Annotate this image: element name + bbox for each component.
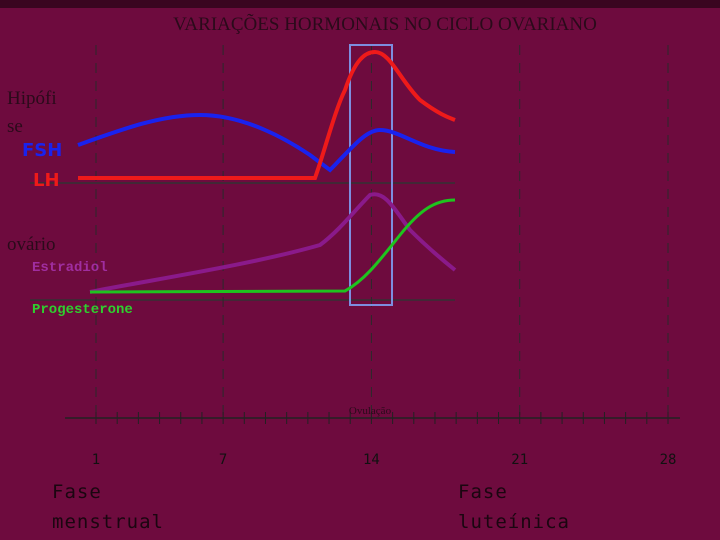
x-tick-label: 1 <box>92 452 100 468</box>
progesterone-curve <box>89 198 456 294</box>
x-tick-label: 28 <box>660 452 677 468</box>
x-tick-label: 7 <box>219 452 227 468</box>
ovary-label: ovário <box>7 234 56 255</box>
pituitary-label: se <box>7 116 23 137</box>
fsh-label: FSH <box>22 140 62 161</box>
lh-curve <box>78 49 456 180</box>
estradiol-curve <box>89 192 457 294</box>
pituitary-label: Hipófi <box>7 88 57 109</box>
title: VARIAÇÕES HORMONAIS NO CICLO OVARIANO <box>173 13 597 35</box>
lh-label: LH <box>33 170 60 191</box>
top-band <box>0 0 720 8</box>
phase-label: luteínica <box>458 511 570 533</box>
ovulation-window <box>349 44 393 306</box>
estradiol-label: Estradiol <box>32 260 108 276</box>
phase-label: Fase <box>52 481 102 503</box>
x-tick-label: 21 <box>511 452 528 468</box>
x-tick-label: 14 <box>363 452 380 468</box>
phase-label: menstrual <box>52 511 164 533</box>
progesterone-label: Progesterone <box>32 302 133 318</box>
phase-label: Fase <box>458 481 508 503</box>
fsh-curve <box>77 112 456 173</box>
ovulation-label: Ovulação <box>349 405 392 417</box>
